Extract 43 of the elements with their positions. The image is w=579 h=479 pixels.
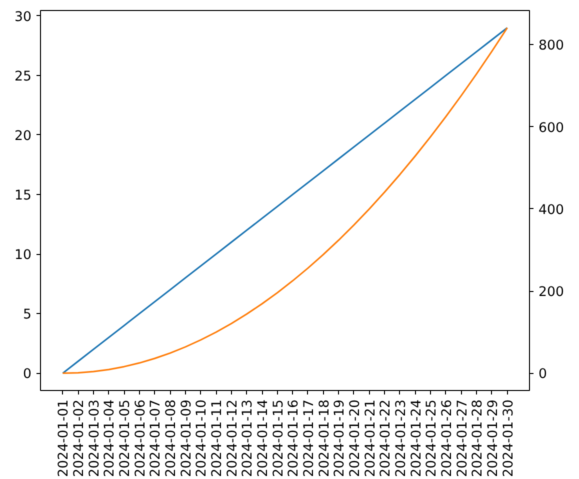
x-tick-label: 2024-01-17 — [302, 399, 317, 477]
y2-tick-label: 200 — [538, 285, 564, 300]
x-tick-label: 2024-01-15 — [271, 399, 286, 477]
x-tick-label: 2024-01-08 — [164, 399, 180, 477]
x-tick-label: 2024-01-28 — [470, 399, 486, 477]
x-tick-label: 2024-01-01 — [56, 399, 72, 477]
y-tick-label: 30 — [14, 10, 32, 25]
x-tick-label: 2024-01-14 — [256, 399, 272, 477]
x-tick-label: 2024-01-03 — [87, 399, 102, 477]
x-tick-label: 2024-01-07 — [148, 399, 164, 477]
y2-tick-label: 800 — [538, 38, 564, 54]
y-tick-label: 25 — [14, 69, 32, 84]
line-series — [62, 26, 508, 374]
x-tick-label: 2024-01-27 — [455, 399, 470, 477]
y-tick-label: 20 — [14, 128, 32, 144]
y2-tick-label: 0 — [538, 367, 547, 382]
x-tick-label: 2024-01-06 — [133, 399, 148, 477]
x-tick-label: 2024-01-30 — [501, 399, 516, 477]
y2-tick-label: 400 — [538, 202, 564, 218]
x-tick-label: 2024-01-10 — [194, 399, 210, 477]
x-tick-label: 2024-01-21 — [363, 399, 378, 477]
x-tick-label: 2024-01-05 — [118, 399, 134, 477]
x-tick-label: 2024-01-09 — [179, 399, 194, 477]
x-tick-label: 2024-01-02 — [72, 399, 88, 477]
x-tick-label: 2024-01-04 — [102, 399, 118, 477]
x-tick-label: 2024-01-11 — [210, 399, 226, 477]
y2-tick-label: 600 — [538, 120, 564, 136]
x-tick-label: 2024-01-16 — [286, 399, 302, 477]
x-tick-label: 2024-01-13 — [240, 399, 256, 477]
x-tick-label: 2024-01-22 — [378, 399, 394, 477]
x-tick-label: 2024-01-29 — [486, 399, 501, 477]
x-tick-label: 2024-01-25 — [424, 399, 440, 477]
x-tick-label: 2024-01-18 — [317, 399, 332, 477]
y-tick-label: 10 — [14, 248, 32, 264]
x-tick-label: 2024-01-23 — [394, 399, 409, 477]
y-tick-label: 15 — [14, 188, 32, 204]
x-tick-label: 2024-01-20 — [348, 399, 363, 477]
y-tick-label: 0 — [23, 367, 32, 382]
x-tick-label: 2024-01-26 — [440, 399, 455, 477]
x-tick-label: 2024-01-19 — [332, 399, 348, 477]
x-tick-label: 2024-01-12 — [225, 399, 240, 477]
x-tick-label: 2024-01-24 — [409, 399, 424, 477]
y-tick-label: 5 — [23, 308, 32, 323]
